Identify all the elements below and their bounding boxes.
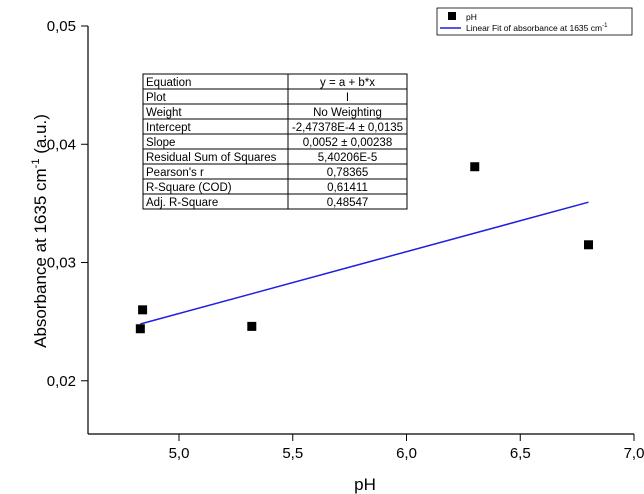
fit-line xyxy=(140,201,589,325)
fit-table-value: -2,47378E-4 ± 0,0135 xyxy=(292,122,403,134)
fit-table-value: I xyxy=(346,92,349,104)
y-tick-label: 0,02 xyxy=(47,373,76,390)
data-point xyxy=(247,321,257,331)
fit-table-label: Residual Sum of Squares xyxy=(146,152,277,164)
x-axis-label: pH xyxy=(354,475,376,494)
fit-table-label: Plot xyxy=(146,92,167,104)
y-axis-label: Absorbance at 1635 cm-1 (a.u.) xyxy=(30,114,50,348)
fit-table-label: Pearson's r xyxy=(146,167,204,179)
fit-table-value: 0,61411 xyxy=(327,182,368,194)
legend-label: pH xyxy=(466,12,477,22)
y-axis-label-superscript: -1 xyxy=(30,159,42,169)
fit-table-label: R-Square (COD) xyxy=(146,182,232,194)
legend-marker xyxy=(448,12,456,20)
fit-table-value: 0,48547 xyxy=(327,197,369,209)
chart-marks xyxy=(135,162,593,334)
x-tick-label: 5,0 xyxy=(169,445,190,462)
axis-ticks: 5,0 5,5 6,0 6,5 7,0 0,02 0,03 0,04 0,05 xyxy=(47,18,644,462)
legend-box xyxy=(436,7,633,36)
data-point xyxy=(470,162,480,172)
x-tick-label: 6,5 xyxy=(510,445,531,462)
fit-table: Equation y = a + b*x Plot I Weight No Weighti… xyxy=(142,73,408,210)
data-point xyxy=(584,240,593,250)
legend-label-superscript: -1 xyxy=(602,23,608,29)
fit-table-value: 5,40206E-5 xyxy=(318,152,377,164)
y-axis-label-main: Absorbance at 1635 cm xyxy=(31,168,50,348)
x-tick-label: 6,0 xyxy=(396,445,417,462)
fit-table-label: Intercept xyxy=(146,122,192,134)
fit-table-label: Equation xyxy=(146,77,191,89)
fit-table-label: Weight xyxy=(146,107,182,119)
data-point xyxy=(138,305,148,315)
y-axis-label-suffix: (a.u.) xyxy=(31,114,50,158)
fit-table-label: Slope xyxy=(146,137,175,149)
fit-table-value: No Weighting xyxy=(313,107,382,119)
legend-label: Linear Fit of absorbance at 1635 cm-1 xyxy=(466,23,608,33)
y-tick-label: 0,05 xyxy=(47,18,76,35)
y-tick-label: 0,04 xyxy=(47,136,76,153)
x-tick-label: 5,5 xyxy=(282,445,303,462)
fit-table-label: Adj. R-Square xyxy=(146,197,218,209)
fit-table-box xyxy=(142,73,408,210)
x-tick-label: 7,0 xyxy=(624,445,644,462)
y-tick-label: 0,03 xyxy=(47,255,76,272)
data-point xyxy=(135,324,145,334)
fit-table-value: 0,0052 ± 0,00238 xyxy=(303,137,392,149)
fit-table-value: 0,78365 xyxy=(327,167,369,179)
fit-table-value: y = a + b*x xyxy=(320,77,375,89)
